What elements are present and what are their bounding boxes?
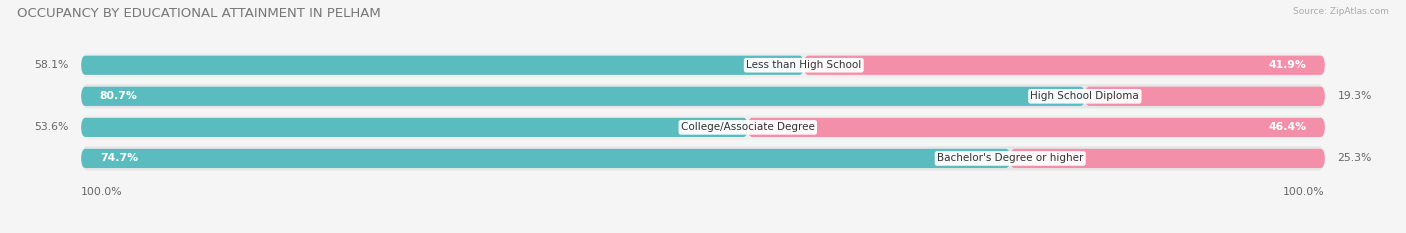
Text: 58.1%: 58.1% (34, 60, 69, 70)
FancyBboxPatch shape (82, 115, 1324, 140)
Text: 100.0%: 100.0% (82, 187, 122, 197)
Text: Less than High School: Less than High School (747, 60, 862, 70)
Text: 100.0%: 100.0% (1284, 187, 1324, 197)
FancyBboxPatch shape (748, 118, 1324, 137)
Legend: Owner-occupied, Renter-occupied: Owner-occupied, Renter-occupied (586, 230, 820, 233)
Text: 80.7%: 80.7% (100, 91, 138, 101)
Text: College/Associate Degree: College/Associate Degree (681, 122, 814, 132)
FancyBboxPatch shape (1085, 87, 1324, 106)
FancyBboxPatch shape (82, 84, 1324, 108)
Text: High School Diploma: High School Diploma (1031, 91, 1139, 101)
FancyBboxPatch shape (1010, 149, 1324, 168)
FancyBboxPatch shape (82, 87, 1085, 106)
Text: 41.9%: 41.9% (1268, 60, 1306, 70)
Text: Source: ZipAtlas.com: Source: ZipAtlas.com (1294, 7, 1389, 16)
FancyBboxPatch shape (82, 146, 1324, 171)
Text: 53.6%: 53.6% (34, 122, 69, 132)
Text: 25.3%: 25.3% (1337, 154, 1372, 163)
FancyBboxPatch shape (804, 56, 1324, 75)
Text: 19.3%: 19.3% (1337, 91, 1372, 101)
FancyBboxPatch shape (82, 149, 1010, 168)
Text: Bachelor's Degree or higher: Bachelor's Degree or higher (936, 154, 1084, 163)
Text: 74.7%: 74.7% (100, 154, 138, 163)
FancyBboxPatch shape (82, 56, 804, 75)
Text: 46.4%: 46.4% (1268, 122, 1306, 132)
FancyBboxPatch shape (82, 53, 1324, 77)
Text: OCCUPANCY BY EDUCATIONAL ATTAINMENT IN PELHAM: OCCUPANCY BY EDUCATIONAL ATTAINMENT IN P… (17, 7, 381, 20)
FancyBboxPatch shape (82, 118, 748, 137)
